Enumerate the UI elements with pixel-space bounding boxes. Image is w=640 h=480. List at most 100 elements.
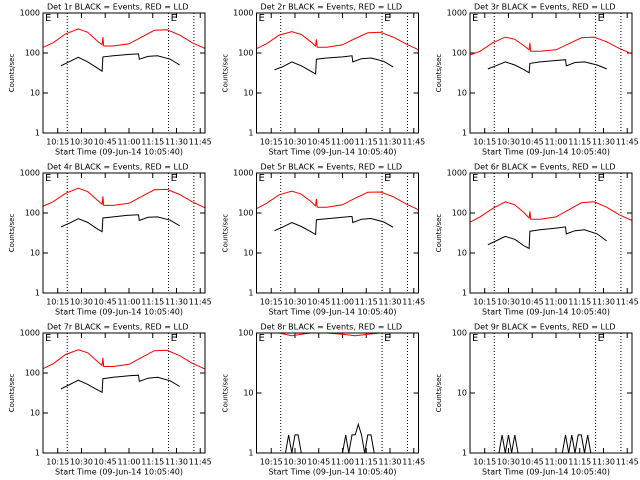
x-tick-label: 11:00	[544, 458, 567, 467]
x-tick-label: 11:00	[117, 298, 140, 307]
x-tick-label: 10:30	[283, 458, 306, 467]
chart-title: Det 3r BLACK = Events, RED = LLD	[474, 3, 616, 12]
y-tick-label: 1	[35, 289, 40, 298]
y-tick-label: 10	[243, 89, 253, 98]
annotation: E	[472, 333, 478, 344]
x-tick-label: 11:15	[355, 298, 378, 307]
plot-area	[43, 28, 205, 73]
x-tick-label: 11:30	[165, 138, 188, 147]
chart-title: Det 1r BLACK = Events, RED = LLD	[47, 3, 189, 12]
x-tick-label: 11:00	[331, 458, 354, 467]
x-tick-label: 11:00	[331, 298, 354, 307]
y-axis-label: Counts/sec	[222, 214, 230, 253]
data-line	[256, 31, 419, 51]
annotation: E	[171, 13, 177, 24]
data-line	[256, 190, 419, 211]
y-tick-label: 1	[248, 289, 253, 298]
x-tick-label: 11:15	[568, 298, 591, 307]
x-tick-label: 10:30	[70, 138, 93, 147]
annotation: E	[45, 333, 51, 344]
y-tick-label: 1000	[20, 169, 40, 178]
y-tick-label: 10	[457, 89, 467, 98]
plot-area	[470, 201, 632, 250]
x-tick-label: 11:45	[189, 458, 212, 467]
y-tick-label: 1000	[447, 9, 467, 18]
plot-frame	[42, 332, 206, 454]
plot-area	[274, 333, 386, 453]
x-tick-label: 11:45	[616, 138, 639, 147]
x-axis-label: Start Time (09-Jun-14 10:05:40)	[482, 308, 610, 317]
x-axis-label: Start Time (09-Jun-14 10:05:40)	[269, 468, 397, 477]
data-line	[498, 434, 594, 453]
annotation: E	[598, 333, 604, 344]
x-tick-label: 10:30	[497, 458, 520, 467]
x-axis-label: Start Time (09-Jun-14 10:05:40)	[269, 148, 397, 157]
x-tick-label: 11:30	[378, 138, 401, 147]
x-tick-label: 11:45	[616, 458, 639, 467]
data-line	[470, 201, 632, 223]
data-line	[487, 226, 607, 250]
data-line	[60, 214, 180, 233]
x-tick-label: 11:30	[592, 458, 615, 467]
x-tick-label: 10:15	[46, 458, 69, 467]
plot-frame	[469, 12, 633, 134]
y-tick-label: 1000	[447, 169, 467, 178]
x-tick-label: 11:15	[141, 138, 164, 147]
data-line	[60, 374, 180, 394]
y-tick-label: 1000	[20, 329, 40, 338]
x-tick-label: 11:15	[141, 458, 164, 467]
x-tick-label: 11:45	[616, 298, 639, 307]
annotation: E	[259, 333, 265, 344]
y-tick-label: 1	[35, 449, 40, 458]
plot-area	[470, 36, 632, 74]
y-tick-label: 100	[452, 49, 467, 58]
x-tick-label: 11:30	[165, 298, 188, 307]
y-axis-label: Counts/sec	[222, 374, 230, 413]
y-tick-label: 100	[25, 369, 40, 378]
annotation: E	[384, 333, 390, 344]
x-tick-label: 10:15	[473, 458, 496, 467]
x-tick-label: 10:30	[497, 138, 520, 147]
x-tick-label: 11:00	[331, 138, 354, 147]
x-tick-label: 11:00	[117, 458, 140, 467]
y-tick-label: 1	[462, 449, 467, 458]
x-tick-label: 10:45	[94, 138, 117, 147]
y-tick-label: 1000	[233, 9, 253, 18]
y-tick-label: 100	[452, 209, 467, 218]
x-tick-label: 10:45	[307, 458, 330, 467]
x-tick-label: 10:45	[521, 138, 544, 147]
plot-frame	[42, 172, 206, 294]
y-tick-label: 10	[457, 389, 467, 398]
y-tick-label: 1	[462, 129, 467, 138]
chart-title: Det 9r BLACK = Events, RED = LLD	[474, 323, 616, 332]
annotation: E	[171, 173, 177, 184]
data-line	[43, 28, 205, 49]
annotation: E	[598, 173, 604, 184]
annotation: E	[171, 333, 177, 344]
plot-frame	[256, 332, 419, 454]
plot-frame	[469, 332, 633, 454]
x-axis-label: Start Time (09-Jun-14 10:05:40)	[55, 148, 183, 157]
x-tick-label: 10:45	[521, 298, 544, 307]
x-tick-label: 11:15	[355, 138, 378, 147]
x-tick-label: 10:45	[307, 138, 330, 147]
x-tick-label: 10:15	[46, 298, 69, 307]
chart-title: Det 4r BLACK = Events, RED = LLD	[47, 163, 189, 172]
y-tick-label: 100	[25, 49, 40, 58]
y-axis-label: Counts/sec	[8, 374, 16, 413]
y-tick-label: 100	[25, 209, 40, 218]
x-tick-label: 11:45	[402, 298, 425, 307]
annotation: E	[45, 13, 51, 24]
x-tick-label: 10:45	[307, 298, 330, 307]
annotation: E	[259, 13, 265, 24]
data-line	[285, 422, 375, 453]
annotation: E	[472, 173, 478, 184]
plot-frame	[256, 172, 419, 294]
y-tick-label: 10	[243, 389, 253, 398]
y-axis-label: Counts/sec	[8, 54, 16, 93]
y-tick-label: 1	[248, 449, 253, 458]
chart-title: Det 6r BLACK = Events, RED = LLD	[474, 163, 616, 172]
data-line	[274, 215, 394, 236]
y-tick-label: 1000	[20, 9, 40, 18]
